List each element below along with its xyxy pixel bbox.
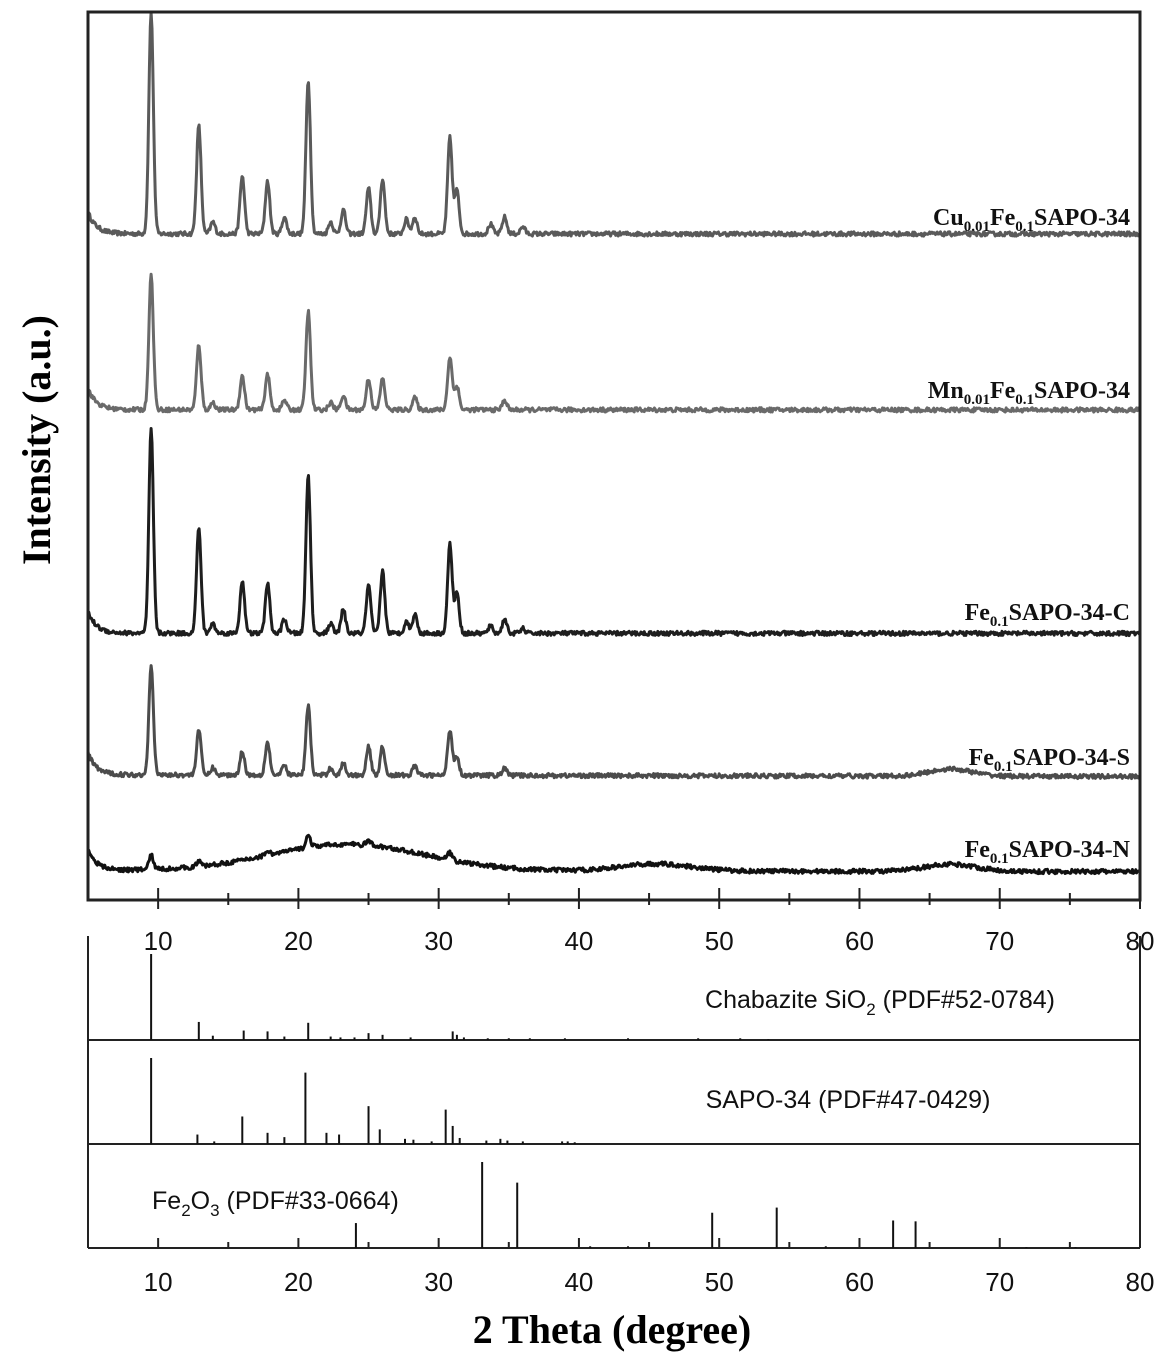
label-part: SAPO-34 (1034, 205, 1130, 231)
label-part: Mn (928, 378, 964, 404)
label-part: SAPO-34-S (1013, 745, 1130, 771)
xrd-pattern-panel: Cu0.01Fe0.1SAPO-34Mn0.01Fe0.1SAPO-34Fe0.… (14, 10, 1154, 956)
top-plot-frame (86, 10, 1142, 902)
top-x-tick-label: 60 (845, 926, 874, 956)
label-part: 0.01 (964, 219, 990, 235)
label-part: SAPO-34 (PDF#47-0429) (706, 1086, 991, 1114)
label-part: SAPO-34-N (1009, 837, 1131, 863)
label-part: Fe (152, 1187, 181, 1215)
top-x-tick-label: 70 (985, 926, 1014, 956)
series-label-1: Mn0.01Fe0.1SAPO-34 (928, 378, 1130, 408)
series-labels: Cu0.01Fe0.1SAPO-34Mn0.01Fe0.1SAPO-34Fe0.… (928, 205, 1131, 867)
reference-panel-0: Chabazite SiO2 (PDF#52-0784) (88, 954, 1140, 1041)
label-part: 0.1 (1015, 392, 1034, 408)
top-x-tick-label: 20 (284, 926, 313, 956)
label-part: 2 (181, 1201, 190, 1220)
top-x-tick-label: 10 (144, 926, 173, 956)
bottom-x-tick-label: 70 (985, 1267, 1014, 1297)
bottom-x-tick-label: 20 (284, 1267, 313, 1297)
bottom-x-tick-label: 60 (845, 1267, 874, 1297)
reference-label-0: Chabazite SiO2 (PDF#52-0784) (705, 986, 1055, 1019)
bottom-x-ticks (157, 1238, 1141, 1248)
label-part: Cu (933, 205, 964, 231)
label-part: (PDF#33-0664) (220, 1187, 399, 1215)
reference-panel-2: Fe2O3 (PDF#33-0664) (88, 1162, 1140, 1249)
top-x-tick-label: 50 (705, 926, 734, 956)
bottom-x-tick-labels: 10 20 30 40 50 60 70 80 (144, 1267, 1155, 1297)
label-part: (PDF#52-0784) (876, 986, 1055, 1014)
label-part: 0.1 (994, 759, 1013, 775)
reference-label-2: Fe2O3 (PDF#33-0664) (152, 1187, 399, 1220)
xrd-curves (86, 11, 1142, 876)
bottom-x-tick-label: 30 (424, 1267, 453, 1297)
xrd-curve-1 (86, 272, 1141, 414)
xrd-curve-3 (86, 664, 1141, 781)
x-axis-title: 2 Theta (degree) (473, 1307, 751, 1352)
label-part: Fe (965, 837, 991, 863)
top-x-ticks (157, 888, 1141, 909)
bottom-x-tick-label: 50 (705, 1267, 734, 1297)
label-part: SAPO-34-C (1009, 600, 1130, 626)
label-part: 0.1 (1015, 219, 1034, 235)
label-part: O (191, 1187, 210, 1215)
label-part: Fe (990, 205, 1016, 231)
label-part: 2 (866, 1000, 875, 1019)
label-part: Fe (965, 600, 991, 626)
bottom-x-tick-label: 10 (144, 1267, 173, 1297)
label-part: 0.1 (990, 614, 1009, 630)
top-x-tick-label: 30 (424, 926, 453, 956)
label-part: Fe (990, 378, 1016, 404)
y-axis-title: Intensity (a.u.) (14, 315, 59, 565)
series-label-2: Fe0.1SAPO-34-C (965, 600, 1130, 630)
xrd-curve-4 (87, 833, 1141, 876)
series-label-4: Fe0.1SAPO-34-N (965, 837, 1131, 867)
label-part: Fe (969, 745, 995, 771)
top-x-tick-label: 40 (564, 926, 593, 956)
series-label-0: Cu0.01Fe0.1SAPO-34 (933, 205, 1130, 235)
reference-pattern-panels: Chabazite SiO2 (PDF#52-0784)SAPO-34 (PDF… (87, 936, 1141, 1249)
label-part: 0.01 (964, 392, 990, 408)
xrd-curve-0 (86, 11, 1142, 238)
label-part: SAPO-34 (1034, 378, 1130, 404)
bottom-x-tick-label: 80 (1126, 1267, 1155, 1297)
xrd-curve-2 (86, 427, 1142, 638)
reference-label-1: SAPO-34 (PDF#47-0429) (706, 1086, 991, 1114)
series-label-3: Fe0.1SAPO-34-S (969, 745, 1130, 775)
label-part: Chabazite SiO (705, 986, 866, 1014)
bottom-x-tick-label: 40 (564, 1267, 593, 1297)
label-part: 3 (210, 1201, 219, 1220)
label-part: 0.1 (990, 851, 1009, 867)
reference-panel-1: SAPO-34 (PDF#47-0429) (88, 1058, 1140, 1145)
